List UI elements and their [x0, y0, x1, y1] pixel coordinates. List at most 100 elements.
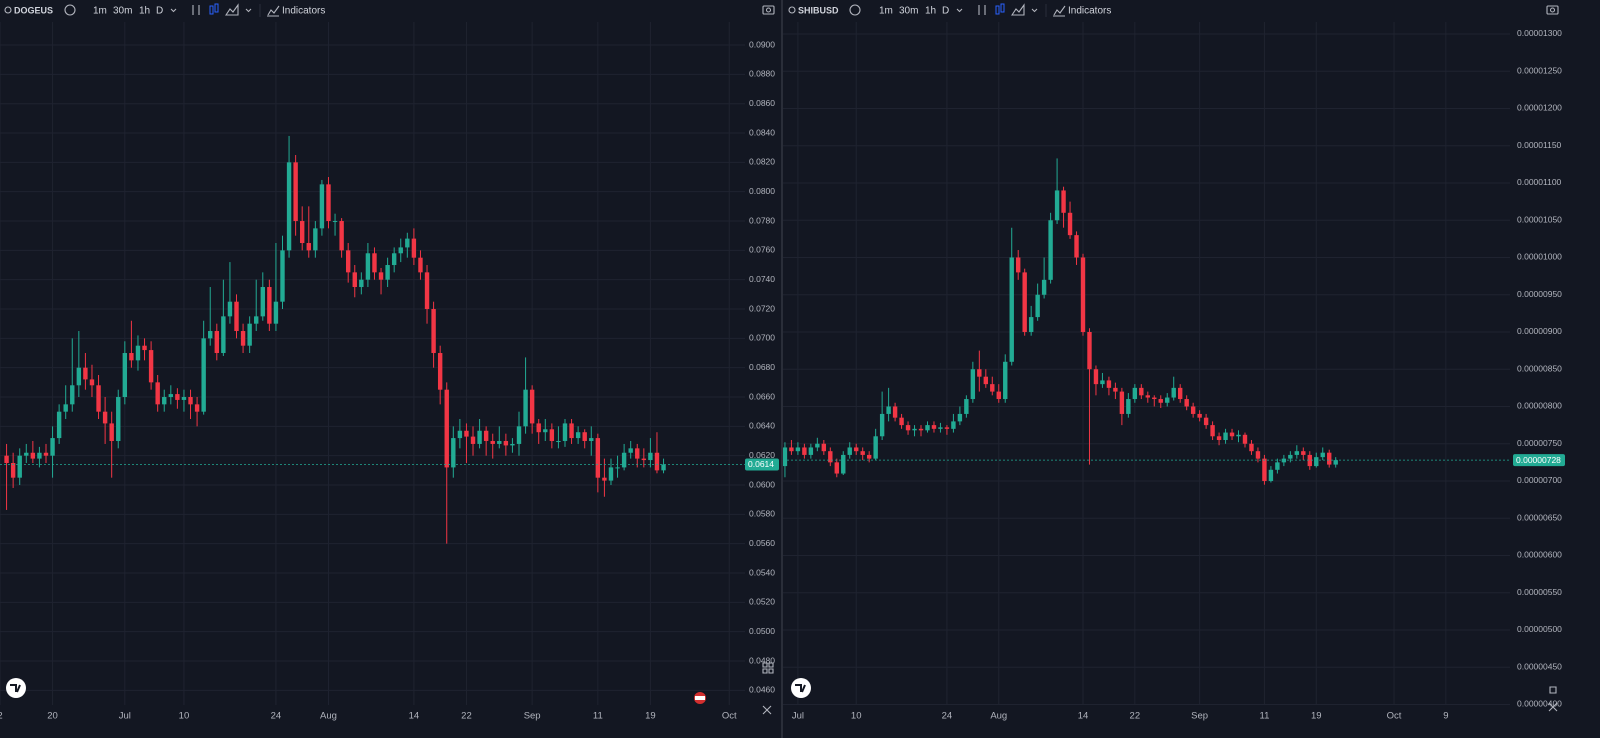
candle-body	[306, 243, 311, 251]
candle-body	[372, 253, 377, 273]
candle-body	[795, 447, 801, 452]
candle-body	[1333, 460, 1338, 465]
candle-body	[1216, 436, 1222, 441]
candle-body	[873, 436, 878, 459]
interval[interactable]: D	[942, 6, 949, 17]
candle-body	[1268, 469, 1274, 481]
indicators-icon[interactable]	[1053, 5, 1066, 17]
y-tick-label: 0.00001250	[1517, 65, 1562, 75]
x-tick-label: 24	[942, 711, 953, 722]
indicators-icon[interactable]	[267, 5, 280, 17]
candle-body	[1028, 317, 1034, 332]
candles-icon[interactable]	[1000, 3, 1005, 13]
search-icon[interactable]	[788, 6, 796, 14]
area-icon[interactable]	[224, 3, 239, 16]
x-tick-label: Sep	[1191, 711, 1208, 722]
candle-body	[437, 353, 443, 390]
symbol[interactable]: SHIBUSD	[798, 5, 839, 15]
dropdown[interactable]	[956, 8, 963, 13]
candle-body	[214, 331, 219, 354]
candles-icon[interactable]	[209, 5, 214, 15]
chart-pane: 2 20 Jul 10 24 Aug 14 22 Sep 11 19 Oct 0.0460 0.0480 0…	[0, 0, 781, 738]
candle-body	[860, 451, 865, 455]
candle-body	[899, 417, 904, 426]
y-tick-label: 0.0540	[749, 567, 775, 577]
candle-body	[129, 353, 134, 361]
close-icon[interactable]	[1548, 702, 1558, 712]
candle-body	[1242, 434, 1248, 444]
candle-body	[1061, 190, 1066, 213]
candle-body	[319, 184, 325, 229]
candle-body	[1016, 257, 1021, 273]
candle-body	[1275, 462, 1280, 470]
candle-body	[17, 455, 22, 478]
bars-icon[interactable]	[192, 5, 200, 15]
candles-icon[interactable]	[995, 5, 1000, 15]
interval[interactable]: D	[156, 6, 163, 17]
close-icon[interactable]	[762, 705, 772, 715]
candle-body	[4, 455, 9, 464]
candle-body	[854, 447, 859, 452]
candle-body	[905, 425, 911, 431]
candle-body	[821, 443, 827, 452]
interval[interactable]: 30m	[899, 6, 918, 17]
candle-body	[332, 221, 338, 223]
candle-body	[10, 463, 16, 478]
candle-body	[1158, 399, 1163, 403]
candle-body	[1093, 369, 1099, 385]
snapshot-icon[interactable]	[762, 5, 775, 15]
candle-body	[925, 425, 930, 431]
candle-body	[326, 184, 331, 222]
candle-body	[1152, 397, 1157, 400]
area-icon[interactable]	[1010, 3, 1025, 16]
window-icon[interactable]	[1549, 686, 1557, 694]
candle-body	[1145, 395, 1150, 398]
candle-body	[300, 221, 305, 244]
y-tick-label: 0.0640	[749, 421, 775, 431]
add-symbol[interactable]	[849, 4, 861, 16]
candle-body	[1301, 451, 1306, 455]
interval[interactable]: 30m	[113, 6, 132, 17]
interval[interactable]: 1m	[879, 6, 893, 17]
candle-body	[602, 477, 607, 481]
y-tick-label: 0.00001100	[1517, 177, 1562, 187]
interval[interactable]: 1m	[93, 6, 107, 17]
candle-body	[957, 413, 963, 422]
candle-body	[1106, 380, 1112, 388]
candle-body	[847, 447, 852, 455]
candle-body	[254, 316, 259, 324]
candles-icon[interactable]	[214, 3, 219, 13]
x-tick-label: 14	[409, 711, 420, 722]
dropdown[interactable]	[170, 8, 177, 13]
symbol[interactable]: DOGEUS	[14, 5, 53, 15]
search-icon[interactable]	[4, 6, 12, 14]
candle-body	[70, 385, 75, 405]
snapshot-icon[interactable]	[1546, 5, 1559, 15]
x-tick-label: 22	[461, 711, 472, 722]
y-tick-label: 0.0800	[749, 186, 775, 196]
dropdown[interactable]	[1031, 8, 1038, 13]
bars-icon[interactable]	[978, 5, 986, 15]
candle-body	[1139, 387, 1144, 396]
candle-body	[470, 436, 476, 444]
interval[interactable]: 1h	[925, 6, 936, 17]
candle-body	[286, 162, 292, 251]
indicators-button[interactable]: Indicators	[282, 6, 325, 17]
indicators-button[interactable]: Indicators	[1068, 6, 1111, 17]
candle-body	[944, 427, 950, 429]
layout-icon[interactable]	[762, 662, 774, 674]
candle-body	[267, 287, 272, 324]
candle-body	[240, 331, 246, 346]
flag-icon[interactable]	[694, 692, 706, 704]
add-symbol[interactable]	[64, 4, 76, 16]
interval[interactable]: 1h	[139, 6, 150, 17]
logo-mark	[10, 684, 21, 693]
candle-body	[503, 441, 509, 446]
symbol-clip: SHIBUSD	[798, 5, 839, 15]
candle-body	[1184, 399, 1189, 407]
dropdown[interactable]	[245, 8, 252, 13]
logo-mark	[795, 684, 806, 693]
y-tick-label: 0.0720	[749, 303, 775, 313]
y-tick-label: 0.00000800	[1517, 401, 1562, 411]
candle-body	[1190, 406, 1196, 414]
